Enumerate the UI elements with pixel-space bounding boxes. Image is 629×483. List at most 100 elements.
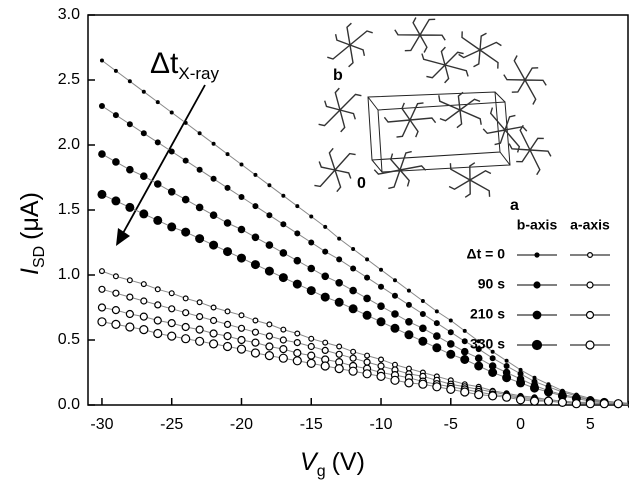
legend-header: a-axis (570, 217, 610, 233)
data-point (309, 215, 313, 219)
data-point (141, 282, 146, 287)
data-point (378, 363, 384, 369)
data-point (447, 340, 455, 348)
data-point (475, 354, 483, 362)
y-label-main: I (16, 268, 44, 275)
arrow-head (116, 228, 130, 246)
data-point (489, 392, 497, 400)
data-point (127, 121, 133, 127)
x-label-sub: g (317, 463, 326, 480)
legend-label: Δt = 0 (467, 246, 506, 262)
legend-marker (586, 341, 594, 349)
data-point (363, 295, 371, 303)
data-point (530, 384, 539, 393)
data-point (99, 103, 105, 109)
inset-label: 0 (357, 175, 366, 192)
data-point (140, 172, 148, 180)
data-point (435, 309, 439, 313)
y-tick-label: 1.5 (58, 201, 80, 218)
data-point (239, 313, 244, 318)
data-point (196, 204, 204, 212)
data-point (211, 318, 217, 324)
data-point (154, 180, 162, 188)
data-point (321, 293, 330, 302)
data-point (253, 318, 258, 323)
data-point (308, 352, 315, 359)
data-point (307, 265, 315, 273)
data-point (252, 339, 259, 346)
data-point (183, 310, 189, 316)
data-point (210, 340, 218, 348)
data-point (350, 266, 356, 272)
data-point (322, 347, 328, 353)
data-point (308, 240, 314, 246)
data-point (183, 296, 188, 301)
data-point (600, 400, 608, 408)
legend-marker (533, 341, 542, 350)
y-axis-label: ISD(μA) (16, 192, 48, 275)
data-point (225, 321, 231, 327)
data-point (516, 378, 525, 387)
legend-label: 210 s (470, 306, 505, 322)
inset-label: b (333, 67, 343, 84)
data-point (418, 337, 427, 346)
legend-marker (587, 282, 593, 288)
data-point (350, 355, 356, 361)
data-point (321, 362, 329, 370)
data-point (155, 139, 161, 145)
annotation: ΔtX-ray (150, 47, 219, 83)
data-point (323, 225, 327, 229)
annotation-sub: X-ray (178, 64, 219, 83)
data-point (349, 367, 357, 375)
data-point (266, 343, 273, 350)
data-point (351, 247, 355, 251)
data-point (279, 354, 287, 362)
data-point (322, 249, 328, 255)
data-point (168, 320, 175, 327)
x-tick-label: -10 (369, 416, 392, 433)
data-point (309, 336, 314, 341)
data-point (170, 111, 174, 115)
legend-marker (534, 282, 540, 288)
data-point (517, 396, 525, 404)
y-tick-label: 1.0 (58, 266, 80, 283)
data-point (141, 130, 147, 136)
data-point (337, 237, 341, 241)
data-point (266, 241, 274, 249)
data-point (210, 211, 218, 219)
data-point (252, 234, 260, 242)
x-tick-label: -5 (444, 416, 458, 433)
y-tick-label: 0.0 (58, 396, 80, 413)
data-point (279, 273, 288, 282)
data-point (252, 329, 258, 335)
data-point (98, 304, 105, 311)
data-point (295, 204, 299, 208)
legend-marker (588, 253, 593, 258)
data-point (113, 112, 119, 118)
data-point (336, 256, 342, 262)
data-point (113, 290, 119, 296)
data-point (182, 324, 189, 331)
data-point (212, 142, 216, 146)
data-point (294, 257, 302, 265)
data-point (294, 230, 300, 236)
data-point (196, 326, 203, 333)
data-point (488, 368, 497, 377)
data-point (377, 372, 385, 380)
y-tick-label: 2.5 (58, 71, 80, 88)
x-tick-label: 5 (586, 416, 595, 433)
data-point (184, 121, 188, 125)
data-point (141, 298, 147, 304)
y-label-sub: SD (31, 246, 48, 268)
data-point (168, 188, 176, 196)
data-point (419, 380, 427, 388)
data-point (614, 400, 622, 408)
data-point (238, 194, 244, 200)
data-point (293, 280, 302, 289)
data-point (391, 376, 399, 384)
legend-marker (535, 253, 539, 257)
data-point (294, 350, 301, 357)
data-point (377, 317, 386, 326)
legend-label: 90 s (478, 276, 505, 292)
data-point (114, 69, 118, 73)
